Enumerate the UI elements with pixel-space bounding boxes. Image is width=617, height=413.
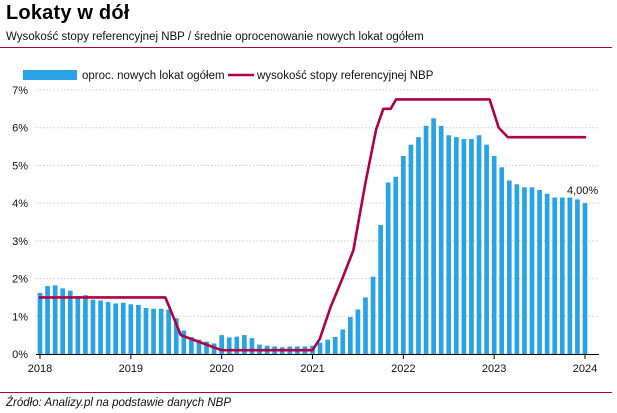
bar <box>249 338 255 354</box>
chart-title: Lokaty w dół <box>6 2 130 24</box>
bar <box>83 295 88 354</box>
legend-bar-label: oproc. nowych lokat ogółem <box>82 70 225 82</box>
bar <box>559 197 565 354</box>
bar <box>75 295 81 354</box>
bar <box>113 303 119 354</box>
bar <box>143 307 149 354</box>
legend: oproc. nowych lokat ogółem wysokość stop… <box>23 70 434 82</box>
x-tick-label: 2021 <box>300 363 324 375</box>
bar <box>37 292 43 354</box>
grid <box>36 89 599 317</box>
bar <box>363 297 368 354</box>
bar <box>98 300 103 354</box>
bar <box>348 317 353 354</box>
bar <box>242 335 247 354</box>
bar <box>196 339 202 354</box>
bar <box>431 118 436 354</box>
bar <box>151 308 156 354</box>
bar <box>491 156 497 354</box>
y-tick-label: 2% <box>12 274 28 286</box>
bar <box>453 137 459 354</box>
bar <box>158 308 164 354</box>
bar <box>226 337 232 354</box>
bar <box>128 304 134 354</box>
bar <box>60 288 66 354</box>
header-rule <box>0 47 612 48</box>
bar <box>317 342 323 354</box>
legend-bar-swatch <box>23 70 77 80</box>
bar <box>105 301 111 354</box>
bar <box>355 309 361 354</box>
y-tick-label: 0% <box>12 349 28 361</box>
bar <box>340 329 346 354</box>
bar <box>181 330 187 354</box>
bar <box>514 184 520 354</box>
bar <box>400 156 406 354</box>
bar <box>416 137 421 354</box>
bar <box>67 290 73 354</box>
bar <box>567 197 573 354</box>
bar <box>45 286 50 354</box>
bar <box>522 187 527 354</box>
bar <box>204 341 209 354</box>
bar <box>423 125 429 354</box>
bar <box>173 318 179 354</box>
bar <box>370 276 376 354</box>
bar <box>385 182 391 354</box>
y-axis-labels: 0% 1% 2% 3% 4% 5% 6% 7% <box>12 85 28 361</box>
x-tick-label: 2020 <box>209 363 233 375</box>
line-series <box>38 98 587 352</box>
reference-rate-line <box>38 98 587 352</box>
bar <box>499 167 505 354</box>
chart: 0% 1% 2% 3% 4% 5% 6% 7% 2018 2019 2020 2021 2022 202… <box>12 70 599 375</box>
x-axis: 2018 2019 2020 2021 2022 2023 2024 <box>28 354 599 375</box>
y-tick-label: 3% <box>12 236 28 248</box>
bar <box>189 337 194 354</box>
bar <box>506 180 512 354</box>
bar <box>529 187 535 354</box>
bar <box>378 225 383 354</box>
bar <box>234 336 240 354</box>
x-tick-label: 2019 <box>119 363 143 375</box>
bar <box>476 135 482 354</box>
bar <box>393 176 399 354</box>
bar <box>136 304 141 354</box>
bar <box>552 197 558 354</box>
bar <box>52 285 58 354</box>
y-tick-label: 1% <box>12 311 28 323</box>
legend-line-label: wysokość stopy referencyjnej NBP <box>256 70 434 82</box>
bar <box>537 189 542 354</box>
bar <box>120 302 126 354</box>
footer-rule <box>0 392 612 393</box>
chart-subtitle: Wysokość stopy referencyjnej NBP / średn… <box>6 31 424 43</box>
bar <box>484 144 489 354</box>
x-tick-label: 2024 <box>573 363 597 375</box>
bar <box>544 193 550 354</box>
source-note: Źródło: Analizy.pl na podstawie danych N… <box>6 397 232 409</box>
y-tick-label: 6% <box>12 123 28 135</box>
bar-series <box>37 118 588 354</box>
bar <box>446 135 452 354</box>
bar <box>325 339 330 354</box>
y-tick-label: 5% <box>12 160 28 172</box>
x-tick-label: 2023 <box>482 363 506 375</box>
bar <box>219 335 225 354</box>
y-tick-label: 7% <box>12 85 28 97</box>
y-tick-label: 4% <box>12 198 28 210</box>
bar <box>575 199 580 354</box>
x-tick-label: 2018 <box>28 363 52 375</box>
bar <box>90 299 96 354</box>
bar <box>332 337 338 354</box>
bar <box>461 139 467 354</box>
bar <box>582 203 588 354</box>
x-tick-label: 2022 <box>391 363 415 375</box>
bar <box>469 139 474 354</box>
bar <box>438 125 444 354</box>
bar <box>166 309 172 354</box>
bar <box>408 144 414 354</box>
value-annotation: 4,00% <box>567 185 598 197</box>
